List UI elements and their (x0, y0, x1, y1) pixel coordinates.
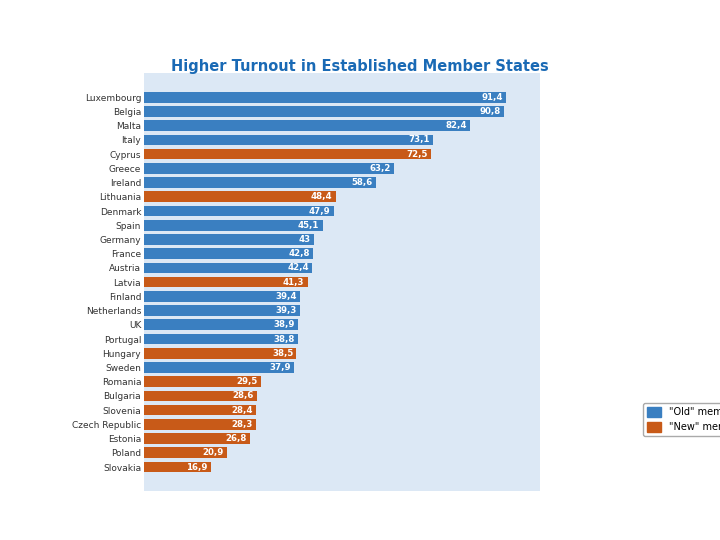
Bar (144, 163, 395, 174)
Text: FP6 CivicActive: FP6 CivicActive (14, 510, 146, 524)
Text: 39,3: 39,3 (275, 306, 297, 315)
Bar (144, 291, 300, 302)
Bar (144, 248, 313, 259)
Bar (144, 334, 297, 345)
Text: 41,3: 41,3 (283, 278, 305, 287)
Bar (144, 419, 256, 430)
Text: 63,2: 63,2 (370, 164, 391, 173)
Text: 28,6: 28,6 (233, 392, 254, 401)
Text: 91,4: 91,4 (481, 93, 503, 102)
Text: 28,3: 28,3 (232, 420, 253, 429)
Bar (144, 206, 333, 217)
Bar (144, 106, 503, 117)
Text: 72,5: 72,5 (407, 150, 428, 159)
Text: Turnout - EP Elections 2004–2007. “New” vs “Old” member states: Turnout - EP Elections 2004–2007. “New” … (36, 19, 684, 37)
Bar (144, 177, 376, 188)
Text: 47,9: 47,9 (309, 206, 330, 215)
Text: 38,8: 38,8 (273, 335, 294, 343)
Text: 28,4: 28,4 (232, 406, 253, 415)
Text: 38,9: 38,9 (274, 320, 295, 329)
Text: 16,9: 16,9 (186, 463, 208, 471)
Bar (144, 262, 312, 273)
Bar (144, 462, 211, 472)
Text: 37,9: 37,9 (269, 363, 291, 372)
Text: 82,4: 82,4 (446, 121, 467, 130)
Text: 45,1: 45,1 (298, 221, 320, 230)
Text: 39,4: 39,4 (275, 292, 297, 301)
Text: 43: 43 (299, 235, 311, 244)
Text: 90,8: 90,8 (479, 107, 500, 116)
Bar (144, 149, 431, 159)
Bar (144, 277, 307, 287)
Bar (144, 362, 294, 373)
Bar (144, 305, 300, 316)
Bar (144, 448, 227, 458)
Bar (144, 134, 433, 145)
Bar (144, 192, 336, 202)
Bar (144, 348, 297, 359)
Text: 48,4: 48,4 (311, 192, 333, 201)
Bar (144, 92, 506, 103)
Bar (144, 376, 261, 387)
Text: 26,8: 26,8 (225, 434, 247, 443)
Text: 38,5: 38,5 (272, 349, 293, 358)
Text: 42,8: 42,8 (289, 249, 310, 258)
Text: 29,5: 29,5 (236, 377, 258, 386)
Bar (144, 120, 470, 131)
Text: 58,6: 58,6 (351, 178, 373, 187)
Bar (144, 234, 314, 245)
Bar (144, 390, 257, 401)
Text: www.nsd.uib.no/civicactive: www.nsd.uib.no/civicactive (546, 510, 706, 524)
Bar (144, 220, 323, 231)
Bar (144, 320, 298, 330)
Text: 73,1: 73,1 (409, 136, 431, 144)
Legend: "Old" members, "New" members: "Old" members, "New" members (643, 403, 720, 436)
Text: Higher Turnout in Established Member States: Higher Turnout in Established Member Sta… (171, 59, 549, 75)
Bar (144, 405, 256, 415)
Text: 20,9: 20,9 (202, 448, 224, 457)
Text: 42,4: 42,4 (287, 264, 309, 272)
Bar (144, 433, 250, 444)
